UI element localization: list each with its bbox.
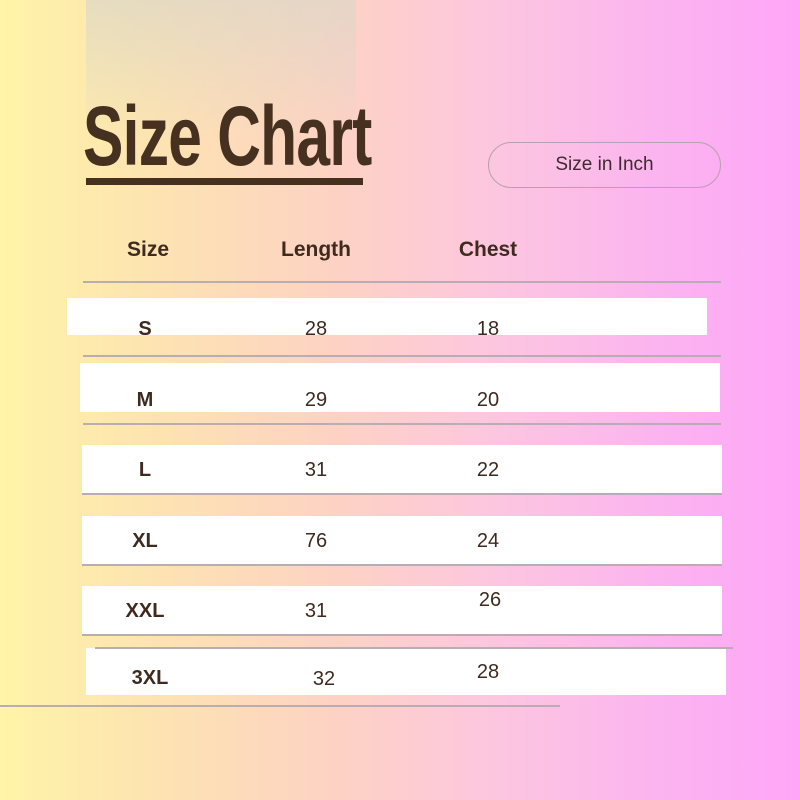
- row-size: S: [138, 318, 152, 340]
- row-divider: [83, 355, 721, 357]
- unit-badge: Size in Inch: [488, 142, 721, 188]
- table-row: [80, 363, 720, 412]
- table-row: [67, 298, 707, 335]
- header-divider: [83, 281, 721, 283]
- row-size: 3XL: [131, 667, 169, 689]
- row-divider: [82, 634, 722, 636]
- row-length: 76: [304, 530, 328, 552]
- row-divider: [82, 493, 722, 495]
- row-length: 29: [304, 389, 328, 411]
- table-row: [82, 586, 722, 634]
- row-chest: 28: [476, 661, 500, 683]
- table-row: [82, 445, 722, 493]
- row-chest: 18: [476, 318, 500, 340]
- decorative-panel: [86, 0, 356, 140]
- row-divider: [82, 564, 722, 566]
- page-title: Size Chart: [83, 89, 372, 183]
- row-chest: 26: [478, 589, 502, 611]
- row-chest: 24: [476, 530, 500, 552]
- table-row: [86, 648, 726, 695]
- row-length: 31: [304, 459, 328, 481]
- table-row: [82, 516, 722, 564]
- row-chest: 20: [476, 389, 500, 411]
- row-size: XXL: [125, 600, 165, 622]
- row-size: XL: [132, 530, 158, 552]
- row-divider: [83, 423, 721, 425]
- row-length: 28: [304, 318, 328, 340]
- row-chest: 22: [476, 459, 500, 481]
- row-size: M: [136, 389, 154, 411]
- row-divider: [95, 647, 733, 649]
- row-length: 32: [312, 668, 336, 690]
- header-size: Size: [126, 238, 170, 261]
- bottom-divider: [0, 705, 560, 707]
- header-length: Length: [281, 238, 351, 261]
- row-length: 31: [304, 600, 328, 622]
- row-size: L: [138, 459, 152, 481]
- header-chest: Chest: [458, 238, 518, 261]
- title-underline: [86, 178, 363, 185]
